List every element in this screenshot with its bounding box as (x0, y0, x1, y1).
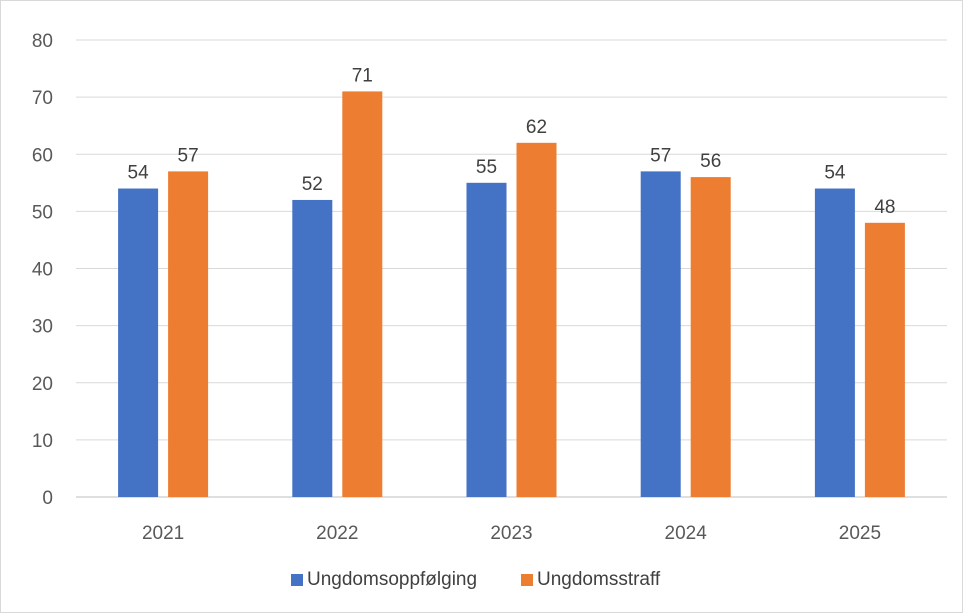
y-tick-label: 0 (42, 488, 53, 509)
bar-ungdomsoppfølging-2023 (466, 182, 507, 497)
y-tick-label: 40 (32, 260, 53, 281)
legend: Ungdomsoppfølging Ungdomsstraff (291, 569, 661, 590)
data-label: 62 (526, 117, 547, 138)
bar-ungdomsoppfølging-2021 (118, 188, 159, 497)
legend-swatch (521, 574, 533, 586)
data-label: 52 (302, 174, 323, 195)
x-tick-label: 2021 (142, 523, 184, 544)
data-label: 54 (824, 163, 846, 184)
data-label: 71 (352, 65, 373, 86)
x-tick-label: 2022 (316, 523, 358, 544)
bar-ungdomsstraff-2022 (342, 91, 383, 497)
x-axis-tick-labels: 2021 2022 2023 2024 2025 (142, 523, 881, 544)
x-tick-label: 2024 (665, 523, 708, 544)
bar-ungdomsstraff-2025 (864, 222, 905, 498)
data-label: 57 (178, 145, 199, 166)
data-label: 57 (650, 145, 671, 166)
legend-label: Ungdomsoppfølging (307, 569, 477, 590)
data-label: 56 (700, 151, 721, 172)
y-tick-label: 10 (32, 431, 53, 452)
legend-swatch (291, 574, 303, 586)
bar-ungdomsoppfølging-2022 (292, 199, 333, 497)
bar-ungdomsstraff-2021 (168, 171, 209, 497)
x-tick-label: 2025 (839, 523, 881, 544)
y-tick-label: 50 (32, 202, 53, 223)
gridlines (76, 39, 947, 498)
data-labels: 54 57 52 71 55 62 57 56 54 48 (128, 65, 896, 217)
y-tick-label: 20 (32, 374, 53, 395)
x-tick-label: 2023 (490, 523, 532, 544)
bars (118, 91, 905, 498)
y-tick-label: 60 (32, 145, 53, 166)
data-label: 48 (874, 197, 895, 218)
y-tick-label: 30 (32, 317, 53, 338)
y-axis-tick-labels: 0 10 20 30 40 50 60 70 80 (32, 31, 53, 509)
data-label: 54 (128, 163, 150, 184)
legend-label: Ungdomsstraff (537, 569, 661, 590)
y-tick-label: 80 (32, 31, 53, 52)
bar-ungdomsstraff-2024 (690, 177, 731, 497)
bar-ungdomsoppfølging-2024 (640, 171, 681, 497)
y-tick-label: 70 (32, 88, 53, 109)
bar-ungdomsstraff-2023 (516, 142, 557, 497)
data-label: 55 (476, 157, 497, 178)
bar-ungdomsoppfølging-2025 (814, 188, 855, 497)
